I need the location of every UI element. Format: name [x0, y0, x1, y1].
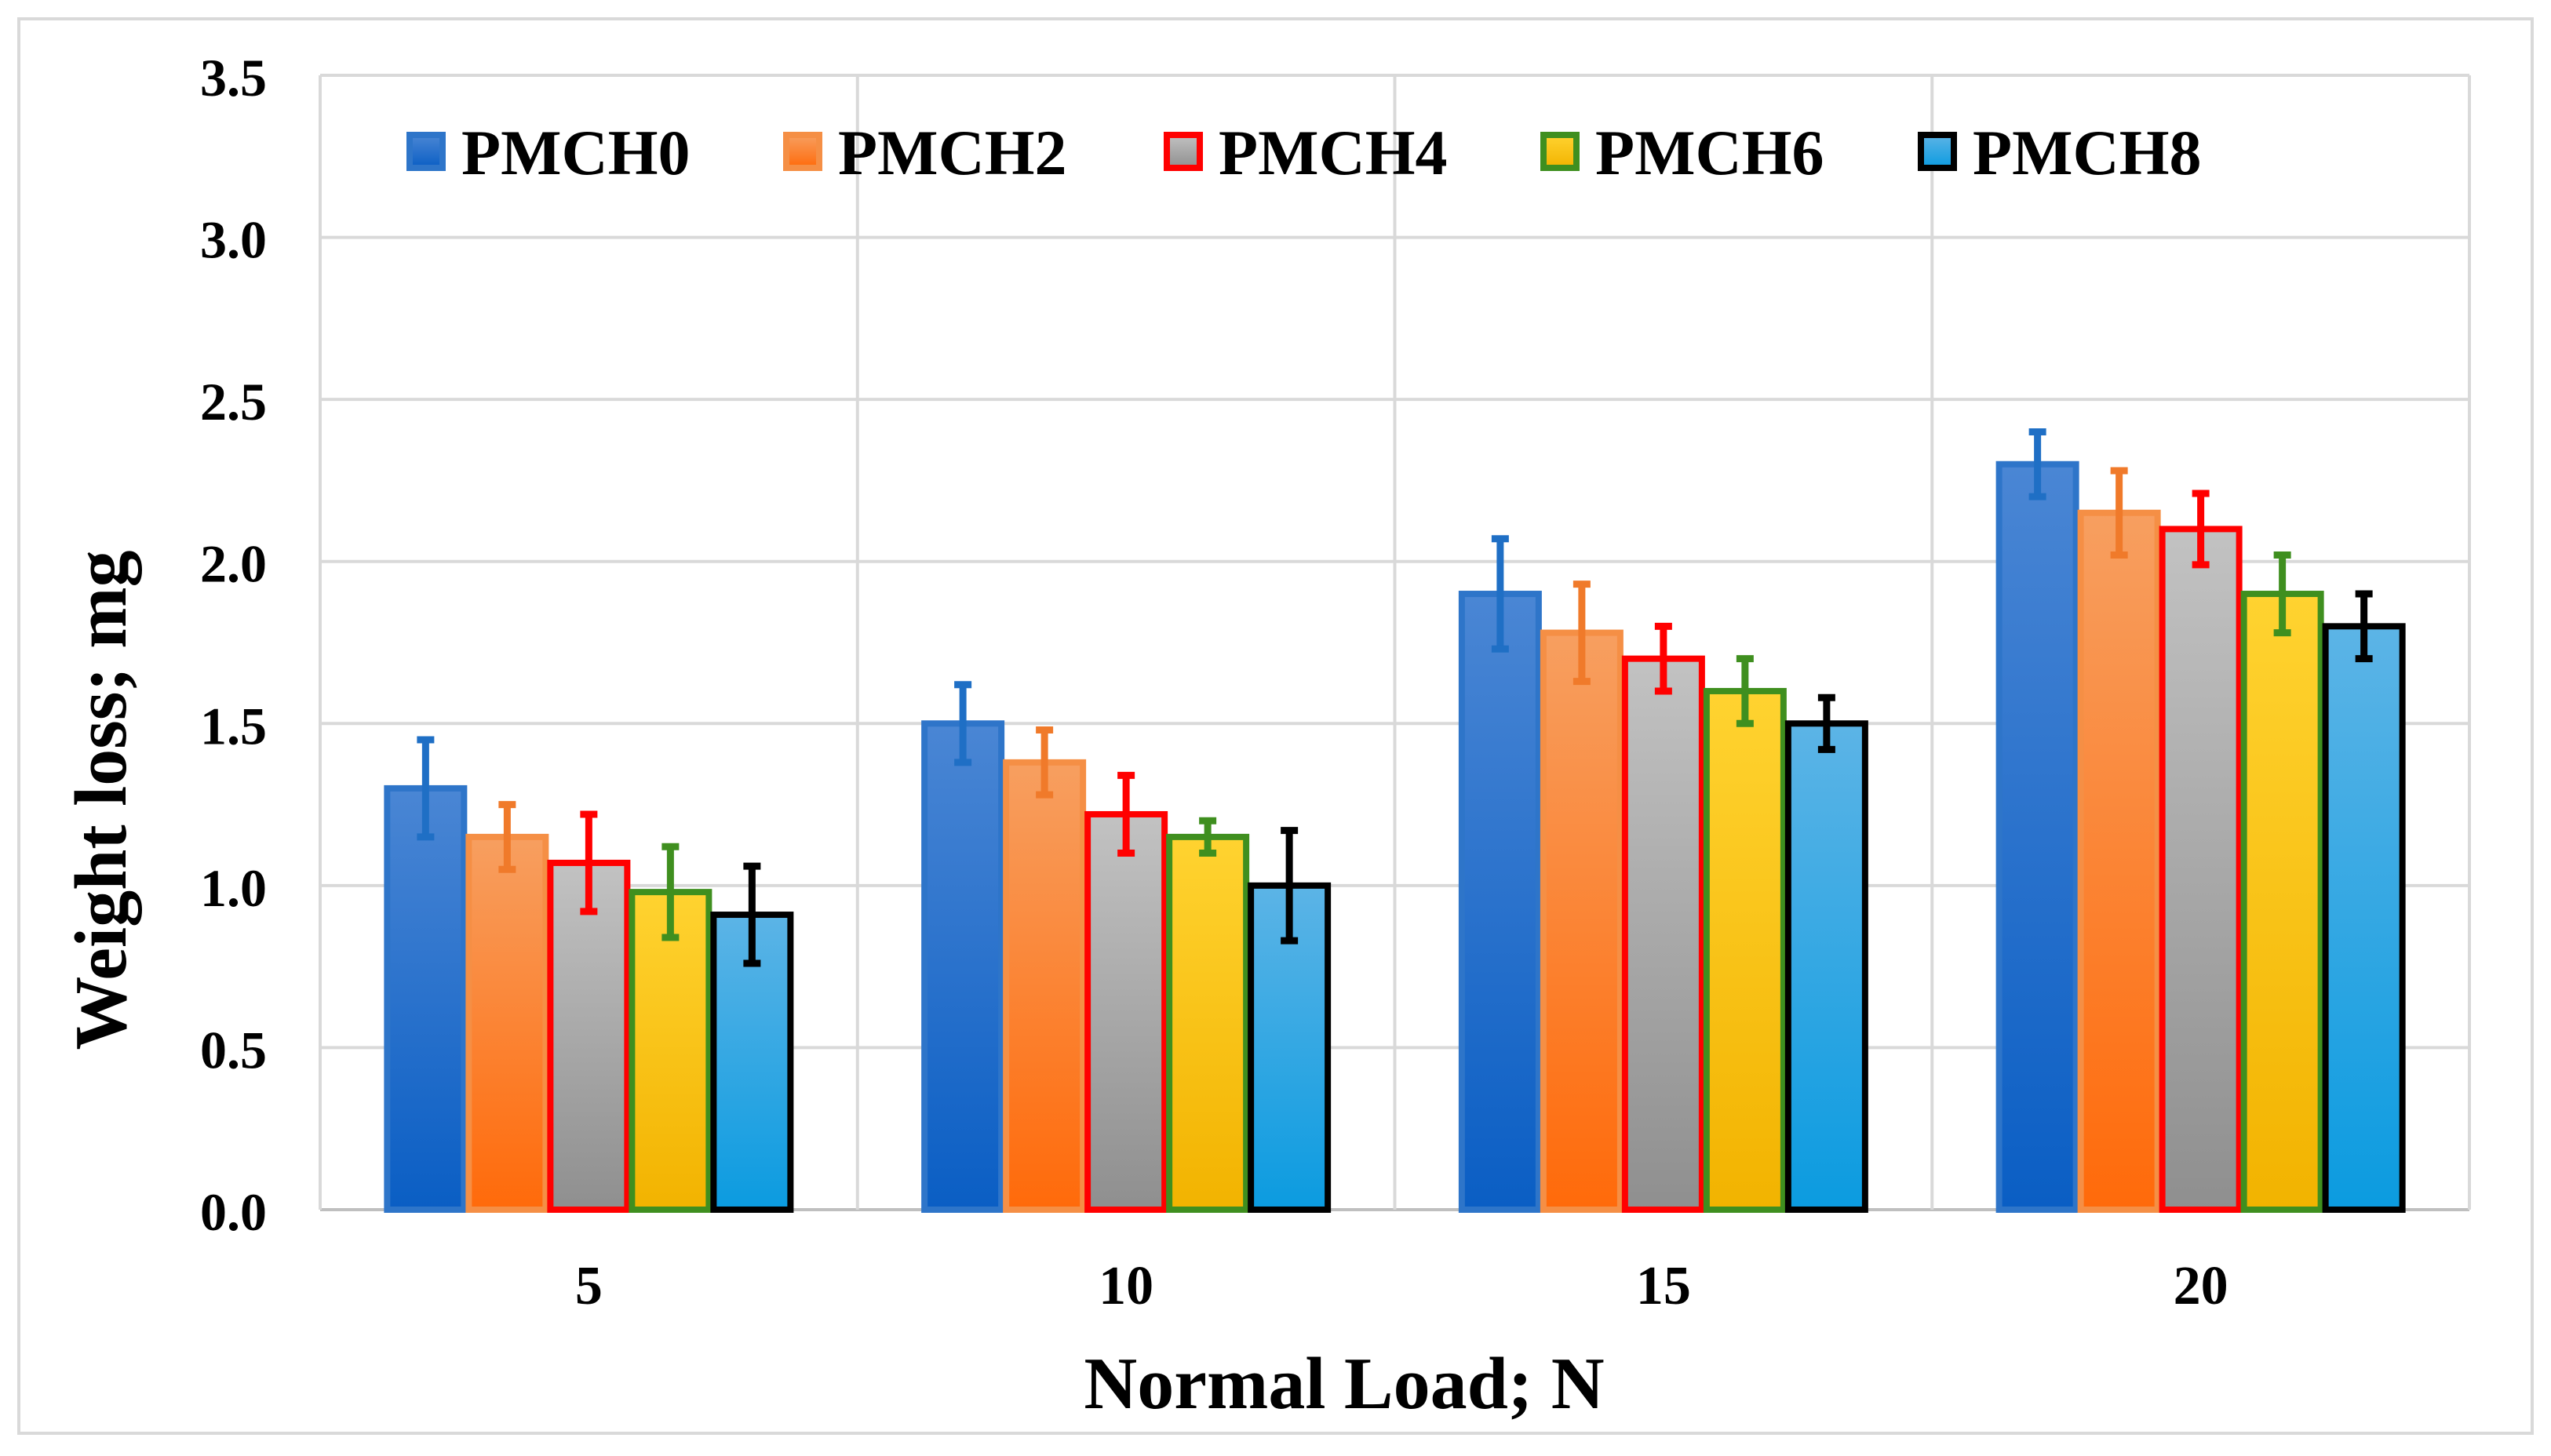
- bar-pmch4-20: [2159, 526, 2243, 1213]
- y-tick-label: 1.5: [200, 696, 267, 755]
- bar-pmch2-20: [2077, 509, 2161, 1213]
- y-tick-label: 2.0: [200, 534, 267, 594]
- y-axis-ticks: 0.0 0.5 1.0 1.5 2.0 2.5 3.0 3.5: [200, 48, 267, 1242]
- legend-label-pmch8: PMCH8: [1973, 117, 2201, 188]
- legend: PMCH0 PMCH2 PMCH4 PMCH6 PMCH8: [406, 117, 2201, 188]
- x-axis-ticks: 5 10 15 20: [575, 1256, 2228, 1316]
- bar-pmch2-10: [1003, 759, 1087, 1213]
- bar-pmch4-15: [1621, 655, 1705, 1213]
- y-tick-label: 0.0: [200, 1182, 267, 1242]
- legend-label-pmch6: PMCH6: [1595, 117, 1824, 188]
- bar-pmch2-15: [1540, 629, 1624, 1213]
- x-axis-label: Normal Load; N: [1084, 1343, 1604, 1425]
- y-tick-label: 3.0: [200, 210, 267, 270]
- bar-pmch2-5: [465, 833, 549, 1214]
- y-tick-label: 1.0: [200, 858, 267, 918]
- bar-pmch8-5: [710, 912, 794, 1214]
- bar-pmch6-20: [2240, 591, 2324, 1213]
- bar-pmch6-5: [629, 889, 712, 1213]
- y-tick-label: 3.5: [200, 48, 267, 107]
- bar-pmch0-15: [1458, 591, 1542, 1213]
- legend-label-pmch2: PMCH2: [838, 117, 1066, 188]
- legend-swatch-pmch2: [783, 132, 822, 171]
- bar-pmch8-15: [1784, 720, 1868, 1213]
- legend-label-pmch0: PMCH0: [461, 117, 690, 188]
- legend-label-pmch4: PMCH4: [1219, 117, 1447, 188]
- x-tick-label: 5: [575, 1256, 603, 1316]
- error-bars: [417, 428, 2373, 967]
- bar-pmch0-5: [384, 784, 468, 1213]
- bar-pmch6-10: [1166, 833, 1250, 1214]
- y-tick-label: 0.5: [200, 1020, 267, 1079]
- y-axis-label: Weight loss; mg: [60, 550, 142, 1050]
- legend-swatch-pmch6: [1540, 132, 1580, 171]
- bar-pmch0-10: [921, 720, 1005, 1213]
- bar-pmch6-15: [1703, 687, 1787, 1213]
- x-tick-label: 20: [2174, 1256, 2228, 1316]
- y-tick-label: 2.5: [200, 372, 267, 431]
- x-tick-label: 15: [1636, 1256, 1691, 1316]
- bar-pmch4-10: [1084, 810, 1168, 1213]
- bar-pmch0-20: [1995, 460, 2079, 1213]
- legend-swatch-pmch0: [406, 132, 446, 171]
- bar-pmch8-20: [2322, 623, 2406, 1213]
- legend-swatch-pmch4: [1164, 132, 1203, 171]
- bar-pmch4-5: [547, 859, 631, 1213]
- legend-swatch-pmch8: [1918, 132, 1957, 171]
- bars: [384, 460, 2406, 1214]
- x-tick-label: 10: [1099, 1256, 1153, 1316]
